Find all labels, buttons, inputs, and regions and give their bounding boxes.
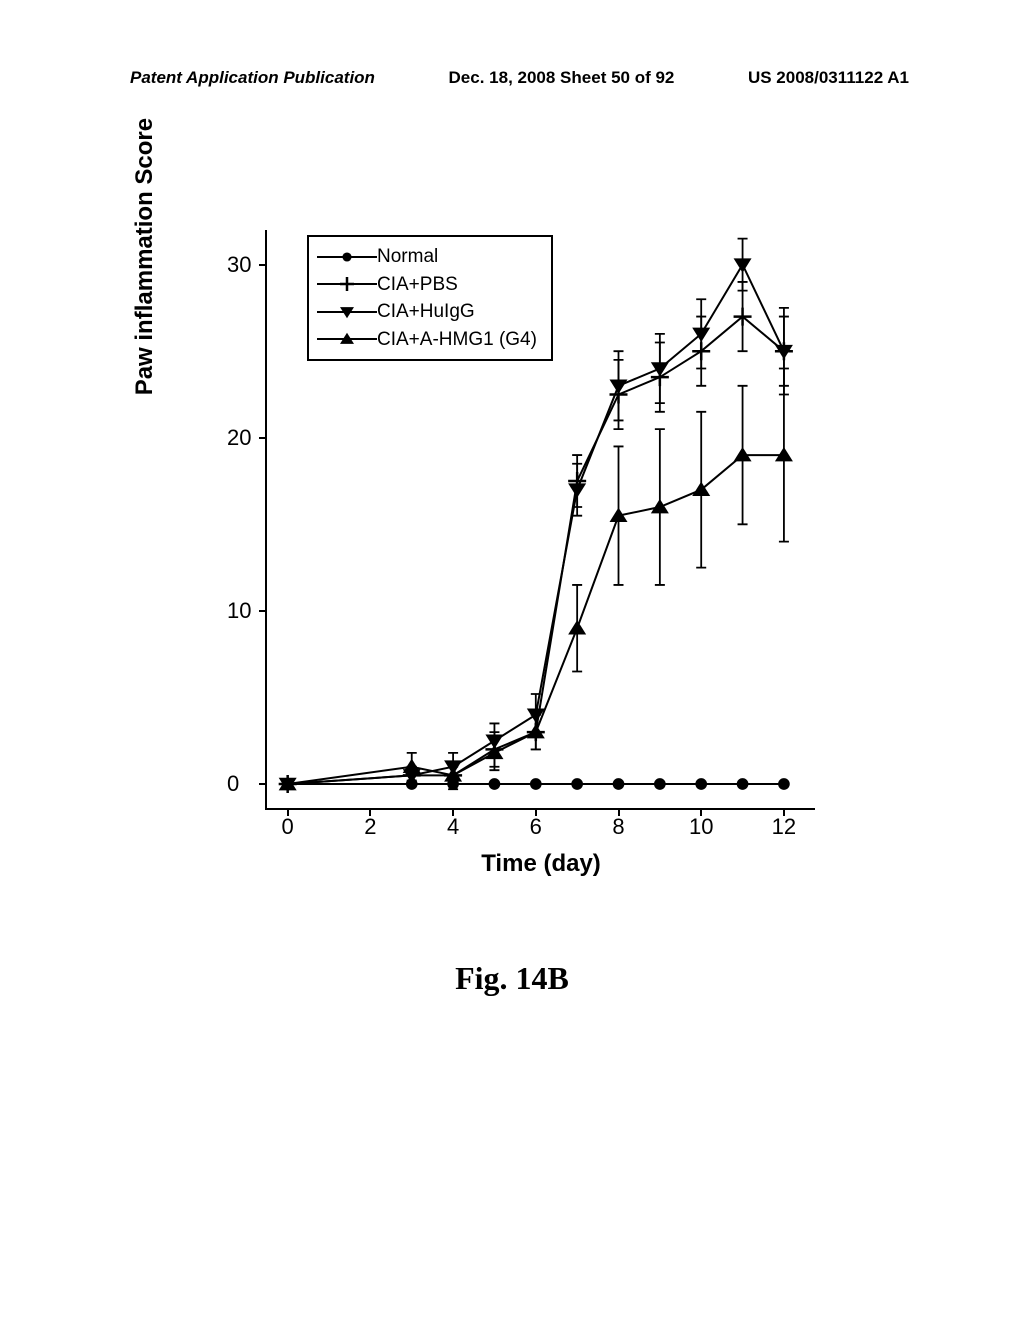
x-tick-mark (452, 808, 454, 816)
legend-label: CIA+HuIgG (377, 298, 475, 326)
y-tick-mark (259, 610, 267, 612)
x-tick-label: 2 (364, 814, 376, 840)
x-tick-label: 0 (282, 814, 294, 840)
x-tick-mark (700, 808, 702, 816)
y-tick-label: 10 (227, 598, 251, 624)
x-tick-label: 10 (689, 814, 713, 840)
page-header: Patent Application Publication Dec. 18, … (0, 68, 1024, 88)
x-tick-mark (535, 808, 537, 816)
y-tick-mark (259, 264, 267, 266)
y-tick-mark (259, 783, 267, 785)
y-axis-label: Paw inflammation Score (131, 118, 159, 395)
x-tick-mark (287, 808, 289, 816)
x-tick-label: 12 (772, 814, 796, 840)
x-tick-label: 4 (447, 814, 459, 840)
plus-icon (317, 275, 377, 293)
header-left: Patent Application Publication (130, 68, 375, 88)
figure-caption: Fig. 14B (455, 960, 569, 997)
x-tick-label: 6 (530, 814, 542, 840)
x-tick-label: 8 (612, 814, 624, 840)
triangle-down-icon (317, 303, 377, 321)
legend-label: Normal (377, 243, 438, 271)
header-center: Dec. 18, 2008 Sheet 50 of 92 (449, 68, 675, 88)
chart: Paw inflammation Score NormalCIA+PBSCIA+… (155, 230, 835, 870)
y-tick-label: 0 (227, 771, 239, 797)
legend-label: CIA+PBS (377, 271, 458, 299)
legend-item: Normal (317, 243, 537, 271)
legend-item: CIA+A-HMG1 (G4) (317, 326, 537, 354)
triangle-up-icon (317, 330, 377, 348)
y-tick-mark (259, 437, 267, 439)
legend-item: CIA+HuIgG (317, 298, 537, 326)
circle-icon (317, 248, 377, 266)
x-tick-mark (618, 808, 620, 816)
legend-item: CIA+PBS (317, 271, 537, 299)
y-tick-label: 20 (227, 425, 251, 451)
x-tick-mark (783, 808, 785, 816)
plot-area: NormalCIA+PBSCIA+HuIgGCIA+A-HMG1 (G4) Ti… (265, 230, 815, 810)
y-tick-label: 30 (227, 252, 251, 278)
x-tick-mark (369, 808, 371, 816)
header-right: US 2008/0311122 A1 (748, 68, 909, 88)
legend: NormalCIA+PBSCIA+HuIgGCIA+A-HMG1 (G4) (307, 235, 553, 361)
legend-label: CIA+A-HMG1 (G4) (377, 326, 537, 354)
x-axis-label: Time (day) (481, 850, 601, 878)
